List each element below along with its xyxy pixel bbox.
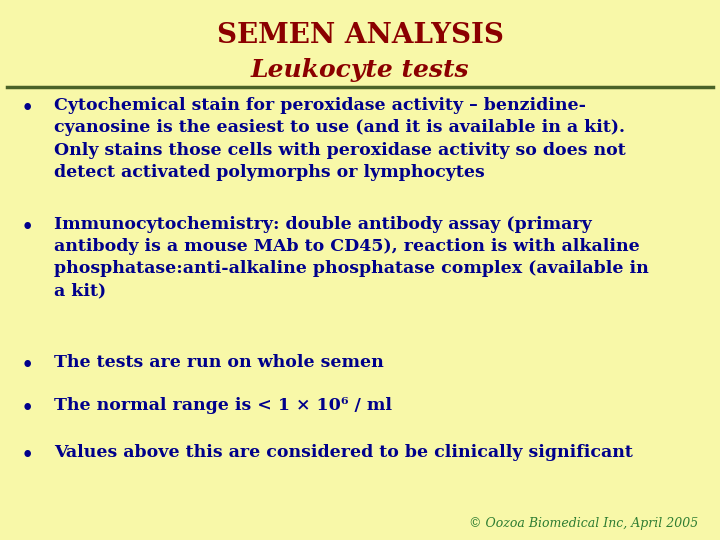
Text: •: • [21,397,34,420]
Text: •: • [21,354,34,377]
Text: •: • [21,216,34,239]
Text: •: • [21,444,34,467]
Text: The tests are run on whole semen: The tests are run on whole semen [54,354,384,370]
Text: Cytochemical stain for peroxidase activity – benzidine-
cyanosine is the easiest: Cytochemical stain for peroxidase activi… [54,97,626,181]
Text: •: • [21,97,34,120]
Text: Immunocytochemistry: double antibody assay (primary
antibody is a mouse MAb to C: Immunocytochemistry: double antibody ass… [54,216,649,300]
Text: Values above this are considered to be clinically significant: Values above this are considered to be c… [54,444,633,461]
Text: SEMEN ANALYSIS: SEMEN ANALYSIS [217,22,503,49]
Text: © Oozoa Biomedical Inc, April 2005: © Oozoa Biomedical Inc, April 2005 [469,517,698,530]
Text: The normal range is < 1 × 10⁶ / ml: The normal range is < 1 × 10⁶ / ml [54,397,392,414]
Text: Leukocyte tests: Leukocyte tests [251,58,469,82]
